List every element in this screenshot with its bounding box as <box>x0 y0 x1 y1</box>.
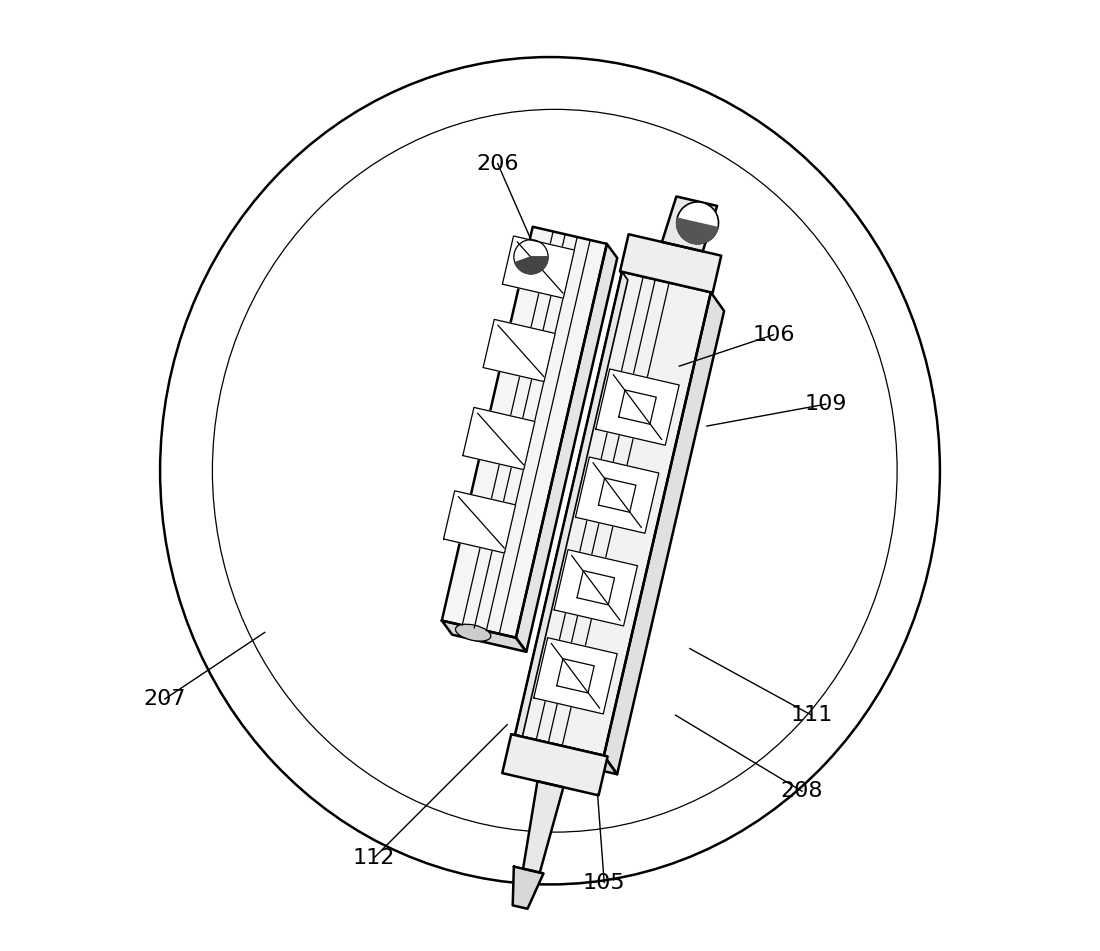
Polygon shape <box>604 292 724 774</box>
Polygon shape <box>503 236 574 299</box>
Polygon shape <box>515 272 628 744</box>
Text: 112: 112 <box>353 847 395 868</box>
Ellipse shape <box>455 624 491 641</box>
Wedge shape <box>676 218 718 243</box>
Text: 109: 109 <box>804 394 847 415</box>
Polygon shape <box>463 407 535 470</box>
Polygon shape <box>515 735 617 774</box>
Polygon shape <box>515 272 711 756</box>
Polygon shape <box>620 234 722 293</box>
Text: 105: 105 <box>583 872 626 893</box>
Polygon shape <box>513 866 543 909</box>
Wedge shape <box>515 257 548 274</box>
Polygon shape <box>596 369 679 445</box>
Polygon shape <box>443 491 516 553</box>
Polygon shape <box>554 550 638 626</box>
Text: 208: 208 <box>781 781 823 802</box>
Polygon shape <box>524 781 563 873</box>
Polygon shape <box>618 390 657 424</box>
Polygon shape <box>483 320 556 381</box>
Circle shape <box>676 202 718 243</box>
Polygon shape <box>442 621 526 651</box>
Polygon shape <box>662 197 717 251</box>
Ellipse shape <box>161 57 939 884</box>
Polygon shape <box>442 226 607 638</box>
Text: 206: 206 <box>476 153 519 174</box>
Text: 207: 207 <box>144 689 186 709</box>
Polygon shape <box>516 243 617 651</box>
Polygon shape <box>503 734 607 795</box>
Circle shape <box>514 240 548 274</box>
Polygon shape <box>575 457 659 534</box>
Text: 106: 106 <box>752 324 794 345</box>
Polygon shape <box>557 659 594 693</box>
Text: 111: 111 <box>790 705 833 726</box>
Polygon shape <box>534 638 617 714</box>
Polygon shape <box>598 478 636 513</box>
Polygon shape <box>578 571 615 605</box>
